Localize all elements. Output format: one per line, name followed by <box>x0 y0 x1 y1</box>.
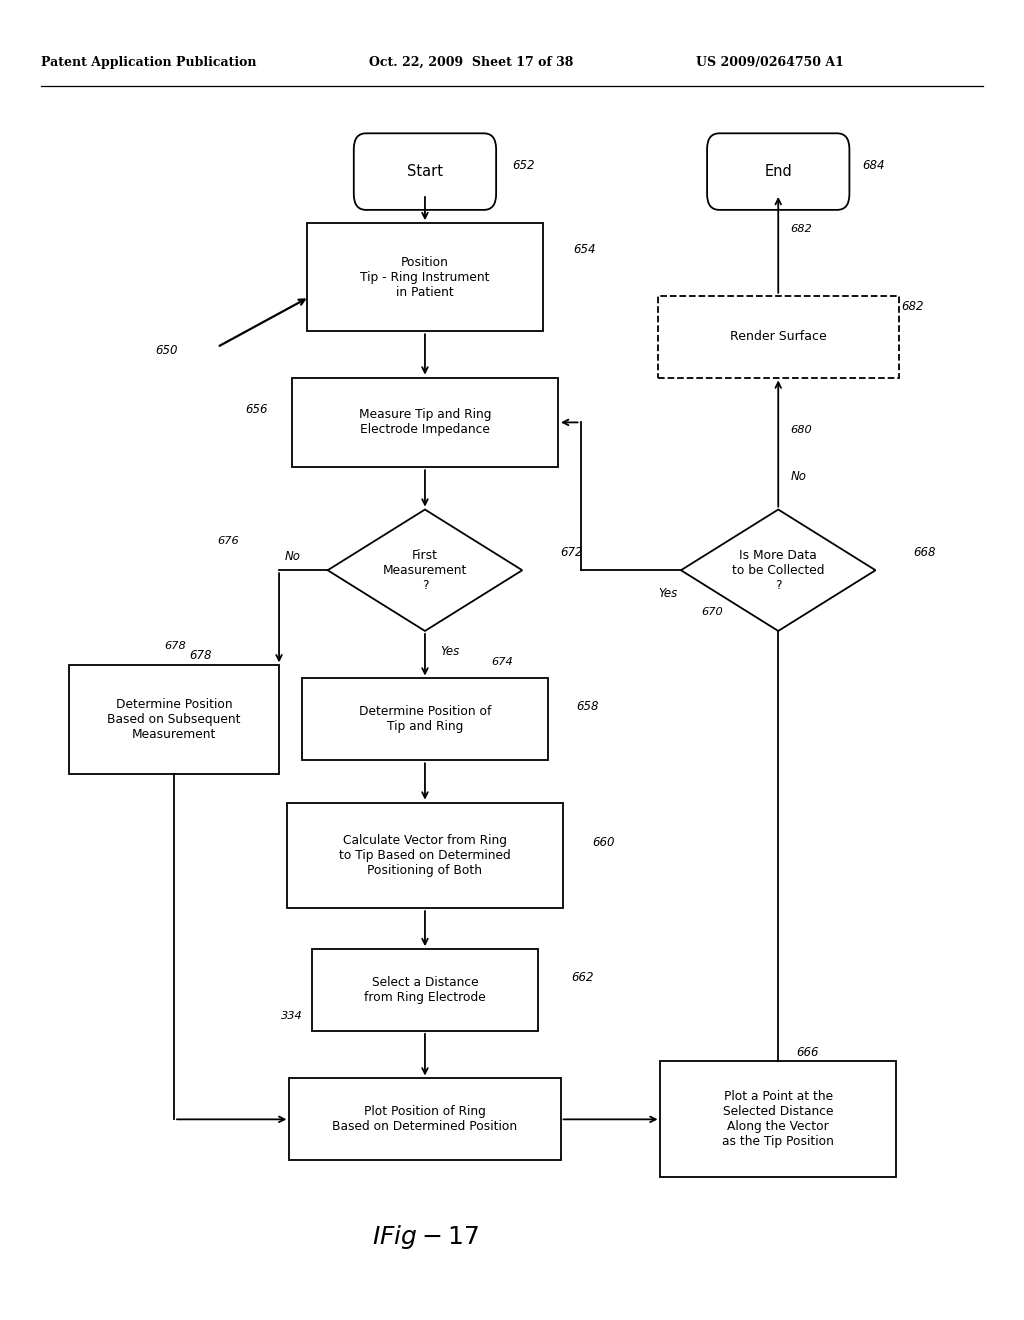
FancyBboxPatch shape <box>707 133 850 210</box>
Text: 678: 678 <box>164 642 185 652</box>
Text: Position
Tip - Ring Instrument
in Patient: Position Tip - Ring Instrument in Patien… <box>360 256 489 298</box>
Text: 672: 672 <box>560 545 583 558</box>
Bar <box>287 803 563 908</box>
Polygon shape <box>681 510 876 631</box>
Bar <box>302 678 548 760</box>
Text: First
Measurement
?: First Measurement ? <box>383 549 467 591</box>
Text: US 2009/0264750 A1: US 2009/0264750 A1 <box>696 55 844 69</box>
Text: No: No <box>285 549 301 562</box>
Text: Calculate Vector from Ring
to Tip Based on Determined
Positioning of Both: Calculate Vector from Ring to Tip Based … <box>339 834 511 876</box>
Text: 668: 668 <box>913 545 936 558</box>
Text: 674: 674 <box>492 657 513 668</box>
Text: Determine Position
Based on Subsequent
Measurement: Determine Position Based on Subsequent M… <box>108 698 241 741</box>
Text: 334: 334 <box>281 1011 302 1022</box>
Text: Plot a Point at the
Selected Distance
Along the Vector
as the Tip Position: Plot a Point at the Selected Distance Al… <box>722 1090 835 1148</box>
Text: 676: 676 <box>217 536 239 546</box>
Text: Render Surface: Render Surface <box>730 330 826 343</box>
Text: 678: 678 <box>189 648 212 661</box>
Bar <box>660 1061 896 1177</box>
Text: Plot Position of Ring
Based on Determined Position: Plot Position of Ring Based on Determine… <box>333 1105 517 1134</box>
Text: 660: 660 <box>592 836 614 849</box>
Bar <box>658 296 899 378</box>
Text: Determine Position of
Tip and Ring: Determine Position of Tip and Ring <box>358 705 492 734</box>
Text: Oct. 22, 2009  Sheet 17 of 38: Oct. 22, 2009 Sheet 17 of 38 <box>369 55 573 69</box>
Text: 680: 680 <box>791 425 812 436</box>
Bar <box>70 665 279 774</box>
Text: Yes: Yes <box>440 644 460 657</box>
Text: $\mathit{IFig-17}$: $\mathit{IFig-17}$ <box>372 1222 478 1251</box>
Text: Select a Distance
from Ring Electrode: Select a Distance from Ring Electrode <box>365 975 485 1005</box>
FancyBboxPatch shape <box>354 133 496 210</box>
Bar <box>292 378 558 467</box>
Text: 654: 654 <box>573 243 596 256</box>
Text: 656: 656 <box>246 403 268 416</box>
Text: Yes: Yes <box>658 586 678 599</box>
Text: No: No <box>791 470 807 483</box>
Text: 682: 682 <box>791 223 812 234</box>
Text: End: End <box>764 164 793 180</box>
Text: 652: 652 <box>512 158 535 172</box>
Bar <box>289 1078 561 1160</box>
Polygon shape <box>328 510 522 631</box>
Text: Patent Application Publication: Patent Application Publication <box>41 55 256 69</box>
Bar <box>312 949 538 1031</box>
Text: Is More Data
to be Collected
?: Is More Data to be Collected ? <box>732 549 824 591</box>
Text: 662: 662 <box>571 970 594 983</box>
Text: 666: 666 <box>797 1045 819 1059</box>
Text: 650: 650 <box>156 343 178 356</box>
Text: 684: 684 <box>862 158 885 172</box>
Text: 682: 682 <box>901 300 924 313</box>
Text: Measure Tip and Ring
Electrode Impedance: Measure Tip and Ring Electrode Impedance <box>358 408 492 437</box>
Bar <box>307 223 543 331</box>
Text: 670: 670 <box>701 607 723 618</box>
Text: Start: Start <box>407 164 443 180</box>
Text: 658: 658 <box>577 700 599 713</box>
